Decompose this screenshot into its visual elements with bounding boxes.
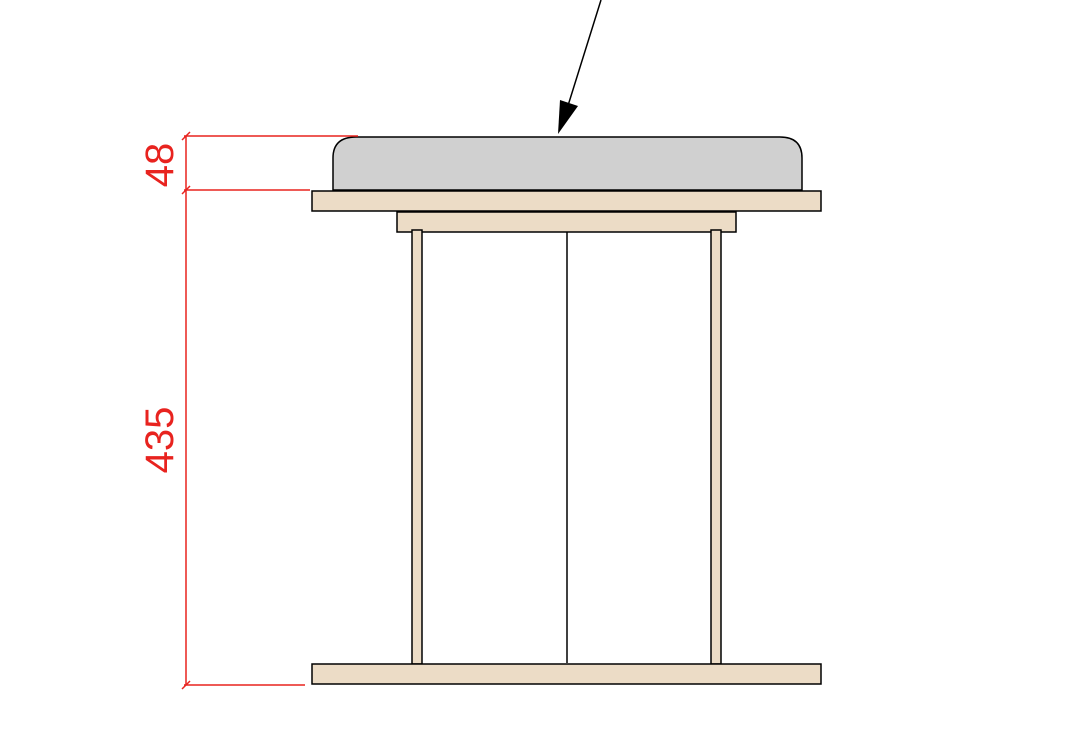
right-leg <box>710 229 722 665</box>
seat-board <box>311 190 822 212</box>
apron <box>396 211 737 233</box>
dimension-lines <box>181 131 358 690</box>
cushion-height-dimension: 48 <box>138 143 182 188</box>
seat-cushion <box>332 136 803 191</box>
leader-arrow <box>558 0 602 134</box>
base-height-dimension: 435 <box>138 407 182 474</box>
left-leg <box>411 229 423 665</box>
base-board <box>311 663 822 685</box>
